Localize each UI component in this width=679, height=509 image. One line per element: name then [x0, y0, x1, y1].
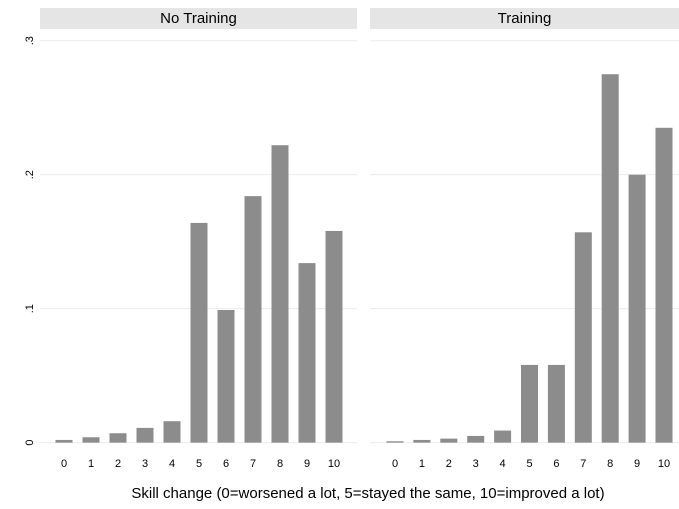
y-tick-label: 0 [24, 440, 36, 446]
panel-title: Training [498, 10, 552, 27]
x-tick-label: 8 [277, 458, 283, 470]
panel-title: No Training [160, 10, 237, 27]
bar [413, 439, 431, 443]
bar [109, 433, 127, 443]
x-tick-label: 3 [142, 458, 148, 470]
x-tick-label: 4 [169, 458, 175, 470]
bar [298, 263, 316, 443]
x-tick-label: 6 [553, 458, 559, 470]
x-tick-label: 6 [223, 458, 229, 470]
bar [628, 174, 646, 443]
bar [574, 232, 592, 443]
x-tick-label: 4 [500, 458, 506, 470]
bar [244, 196, 262, 443]
x-tick-label: 5 [196, 458, 202, 470]
x-tick-label: 7 [580, 458, 586, 470]
y-tick-label: .2 [24, 170, 36, 179]
bar [163, 421, 181, 443]
bar [655, 127, 673, 443]
x-tick-label: 7 [250, 458, 256, 470]
x-tick-label: 10 [328, 458, 340, 470]
x-tick-label: 1 [419, 458, 425, 470]
bar [386, 441, 404, 443]
bar [467, 435, 485, 443]
bar [271, 145, 289, 443]
panel-header [370, 8, 679, 29]
bar [521, 364, 538, 443]
x-tick-label: 5 [526, 458, 532, 470]
bar [440, 438, 458, 443]
x-tick-label: 8 [607, 458, 613, 470]
x-tick-label: 3 [473, 458, 479, 470]
x-tick-label: 10 [658, 458, 670, 470]
bar [55, 439, 73, 443]
bar [82, 437, 100, 443]
bar [217, 309, 235, 443]
x-tick-label: 2 [446, 458, 452, 470]
x-tick-label: 9 [304, 458, 310, 470]
x-axis-label: Skill change (0=worsened a lot, 5=stayed… [131, 485, 604, 502]
x-tick-label: 1 [88, 458, 94, 470]
panel-header [40, 8, 357, 29]
y-tick-label: .3 [24, 36, 36, 45]
x-tick-label: 9 [634, 458, 640, 470]
x-tick-label: 2 [115, 458, 121, 470]
x-tick-label: 0 [61, 458, 67, 470]
bar [601, 74, 619, 443]
bar [325, 230, 343, 443]
y-tick-label: .1 [24, 304, 36, 313]
bar [547, 364, 565, 443]
bar [190, 222, 208, 443]
bar [136, 427, 154, 443]
bar [494, 430, 512, 443]
x-tick-label: 0 [392, 458, 398, 470]
